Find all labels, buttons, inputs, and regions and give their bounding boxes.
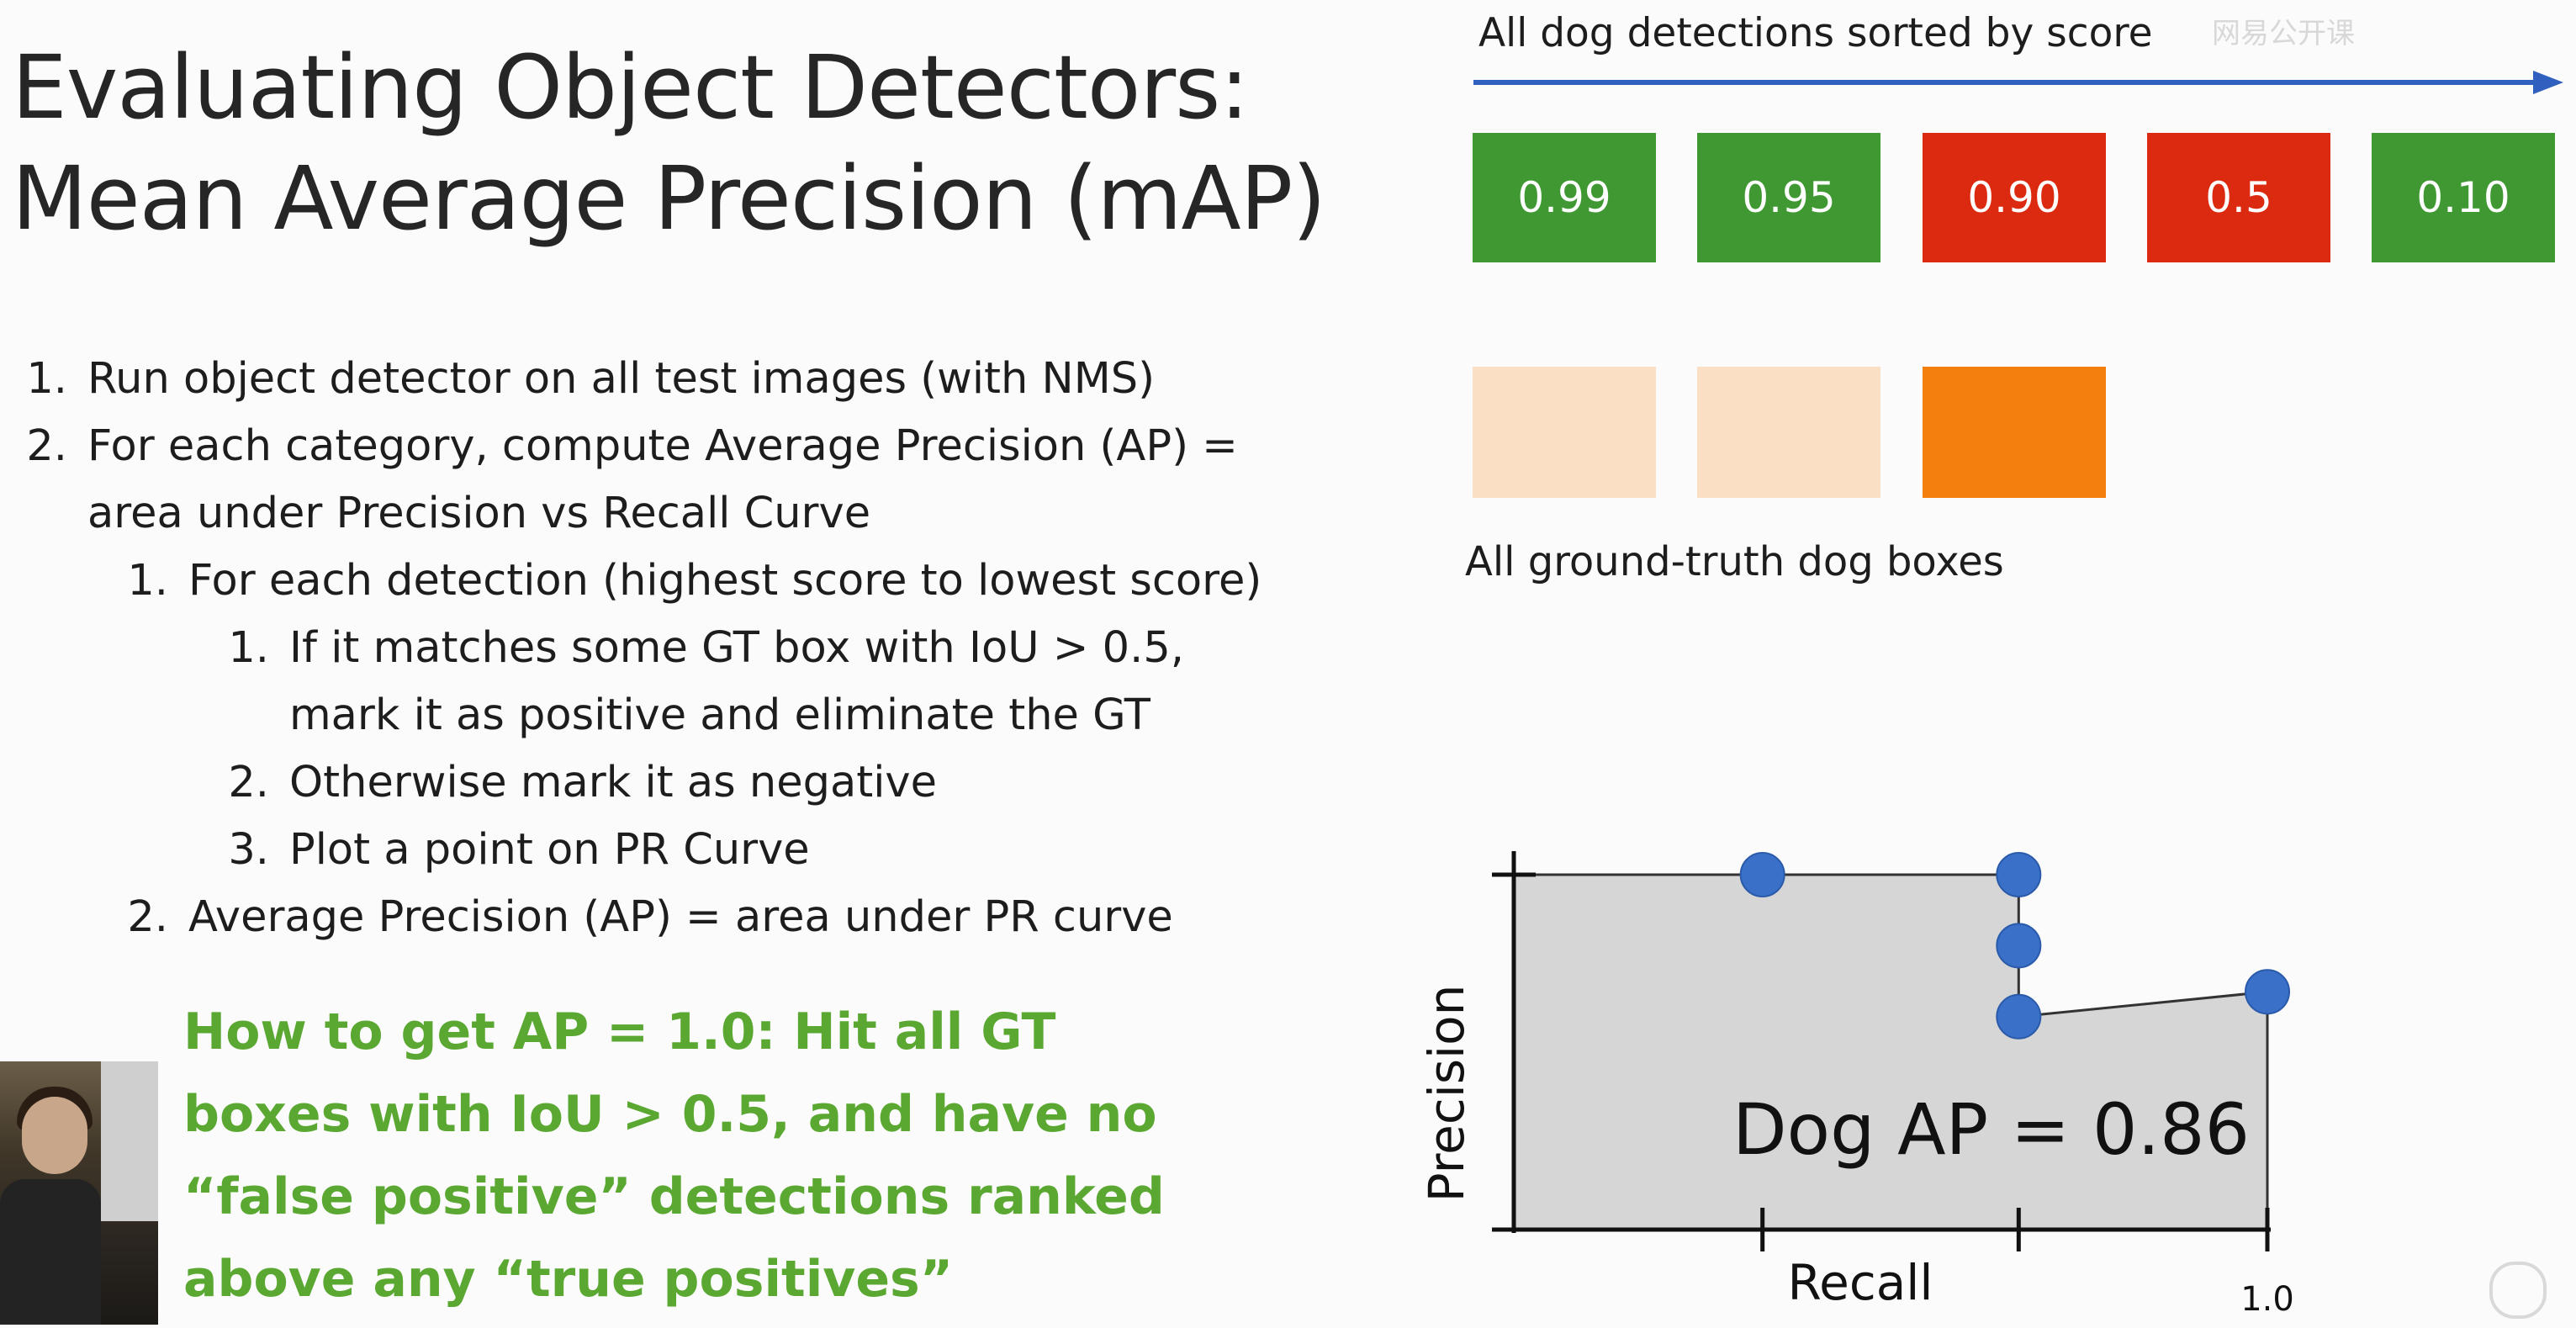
pr-curve-svg: 1.0 Dog AP = 0.86 Recall Precision [1418, 851, 2294, 1319]
pr-area [1514, 875, 2267, 1230]
slide-title: Evaluating Object Detectors: Mean Averag… [12, 32, 1326, 254]
ground-truth-label: All ground-truth dog boxes [1465, 538, 2004, 585]
ground-truth-box [1697, 367, 1880, 498]
pr-point [1996, 852, 2042, 897]
detection-box: 0.10 [2372, 133, 2555, 262]
ground-truth-box [1473, 367, 1656, 498]
pr-point [1996, 923, 2042, 969]
ap-highlight-text: How to get AP = 1.0: Hit all GT boxes wi… [183, 1003, 1165, 1309]
pr-curve-chart: 1.0 Dog AP = 0.86 Recall Precision [1396, 824, 2338, 1328]
x-tick-label: 1.0 [2240, 1280, 2294, 1319]
detection-box: 0.95 [1697, 133, 1880, 262]
pr-point [2245, 969, 2290, 1015]
ap-annotation: Dog AP = 0.86 [1732, 1088, 2250, 1171]
detections-label: All dog detections sorted by score [1478, 10, 2153, 56]
detection-box: 0.90 [1923, 133, 2106, 262]
playback-icon [2489, 1262, 2547, 1319]
title-line-2: Mean Average Precision (mAP) [12, 147, 1326, 250]
pr-point [1739, 852, 1785, 897]
speaker-video-thumbnail [0, 1061, 158, 1325]
detection-box: 0.99 [1473, 133, 1656, 262]
detection-box: 0.5 [2147, 133, 2330, 262]
ground-truth-box [1923, 367, 2106, 498]
x-axis-label: Recall [1787, 1254, 1933, 1311]
title-line-1: Evaluating Object Detectors: [12, 36, 1249, 139]
y-axis-label: Precision [1418, 985, 1475, 1203]
pr-point [1996, 993, 2042, 1040]
watermark: 网易公开课 [2212, 17, 2355, 50]
sort-arrow [1473, 71, 2563, 94]
